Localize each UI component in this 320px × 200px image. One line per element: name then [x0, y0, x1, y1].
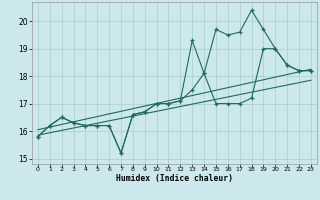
X-axis label: Humidex (Indice chaleur): Humidex (Indice chaleur): [116, 174, 233, 183]
